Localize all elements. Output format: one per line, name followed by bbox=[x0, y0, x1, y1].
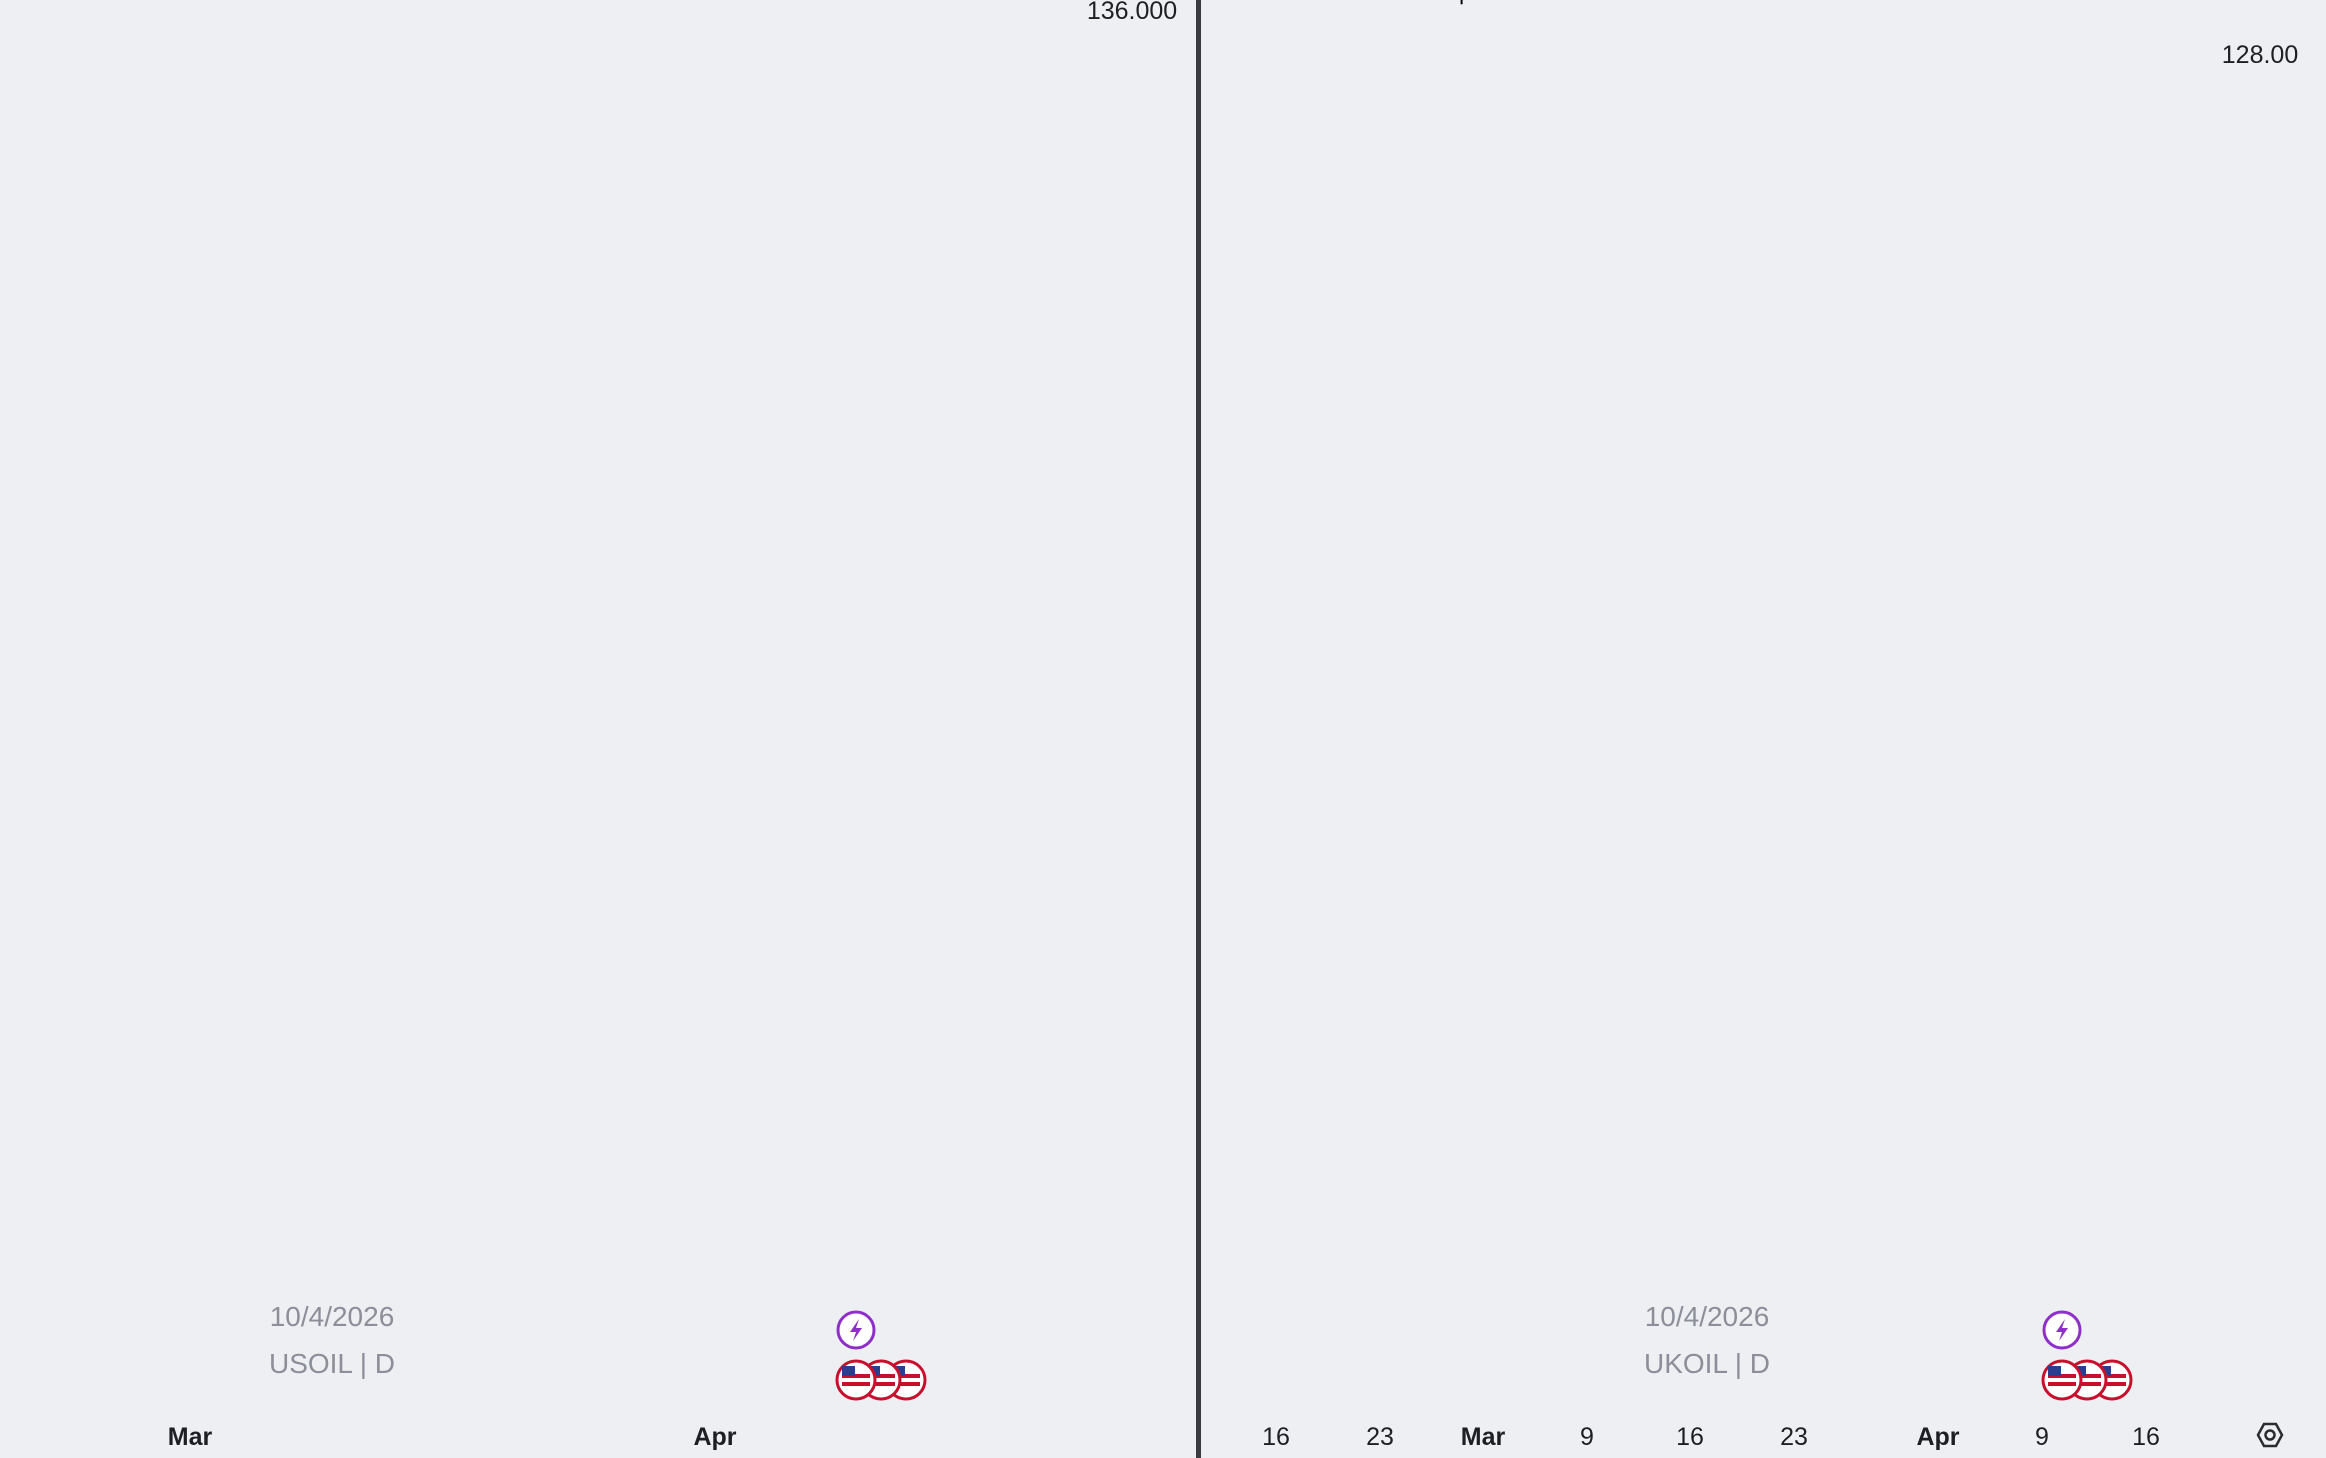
right-x-tick: 16 bbox=[1676, 1423, 1704, 1451]
right-event-icons[interactable] bbox=[2041, 1310, 2133, 1401]
right-x-tick: Mar bbox=[1461, 1423, 1506, 1451]
left-x-tick-apr: Apr bbox=[693, 1423, 736, 1451]
left-date-watermark: 10/4/2026 bbox=[270, 1301, 395, 1332]
panel-divider[interactable] bbox=[1196, 0, 1201, 1458]
right-x-tick: 9 bbox=[2035, 1423, 2049, 1451]
left-y-tick: 136.000 bbox=[1087, 0, 1177, 25]
left-symbol-watermark: USOIL | D bbox=[269, 1348, 395, 1379]
left-time-axis[interactable]: Mar Apr bbox=[168, 1423, 737, 1451]
us-flag-icon[interactable] bbox=[835, 1359, 927, 1401]
left-event-icons[interactable] bbox=[835, 1310, 927, 1401]
right-time-axis[interactable]: 16 23 Mar 9 16 23 Apr 9 16 bbox=[1262, 1423, 2160, 1451]
right-y-tick: 124.00 bbox=[2222, 0, 2298, 3]
lightning-icon[interactable] bbox=[2042, 1310, 2082, 1350]
right-price-axis[interactable]: 128.00124.00120.00116.00112.00108.00104.… bbox=[2222, 0, 2298, 69]
right-x-tick: 16 bbox=[2132, 1423, 2160, 1451]
lightning-icon[interactable] bbox=[836, 1310, 876, 1350]
right-symbol-watermark: UKOIL | D bbox=[1644, 1348, 1770, 1379]
left-price-axis[interactable]: 136.000132.000128.000124.000120.000116.0… bbox=[1087, 0, 1177, 25]
right-y-tick: 128.00 bbox=[2222, 41, 2298, 69]
left-x-tick-mar: Mar bbox=[168, 1423, 213, 1451]
right-x-tick: 23 bbox=[1780, 1423, 1808, 1451]
us-flag-icon[interactable] bbox=[2041, 1359, 2133, 1401]
usoil-chart-panel[interactable]: 136.000132.000128.000124.000120.000116.0… bbox=[0, 0, 1177, 1451]
hexagon-gear-icon[interactable] bbox=[2256, 1422, 2284, 1448]
right-x-tick: 23 bbox=[1366, 1423, 1394, 1451]
ukoil-chart-panel[interactable]: 128.00124.00120.00116.00112.00108.00104.… bbox=[1206, 0, 2304, 1451]
right-x-tick: 9 bbox=[1580, 1423, 1594, 1451]
right-x-tick: Apr bbox=[1916, 1423, 1959, 1451]
right-date-watermark: 10/4/2026 bbox=[1645, 1301, 1770, 1332]
right-x-tick: 16 bbox=[1262, 1423, 1290, 1451]
